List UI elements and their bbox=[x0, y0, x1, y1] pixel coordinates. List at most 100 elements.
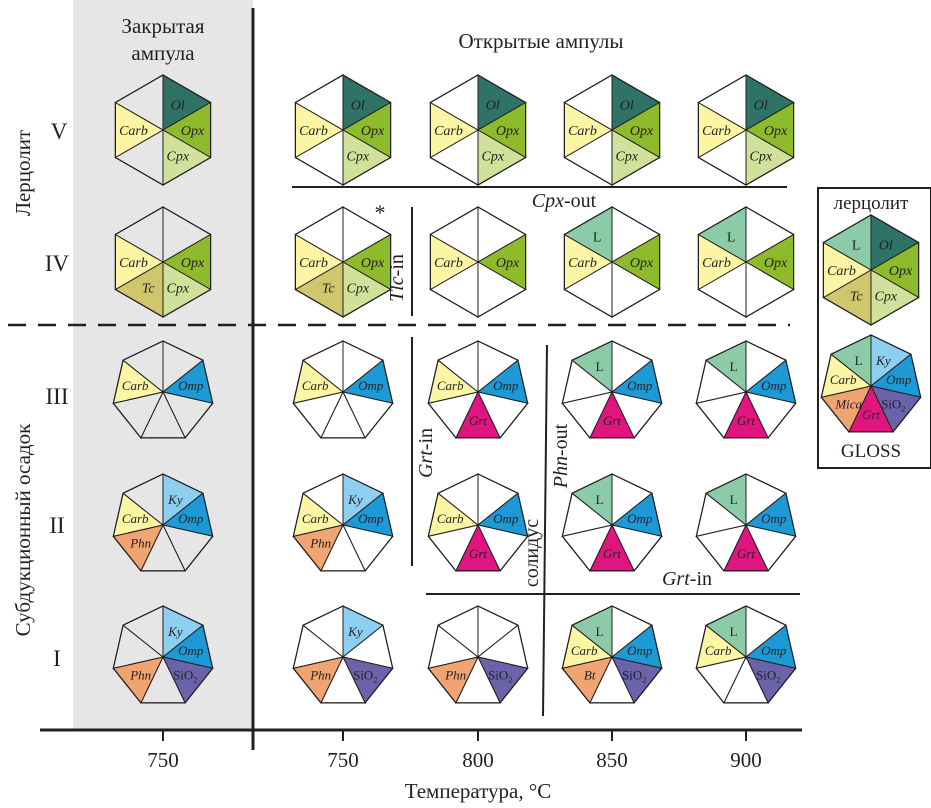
glyph-outline bbox=[563, 74, 661, 186]
cpx-out-label: Cpx-out bbox=[532, 190, 597, 212]
phase-label-carb: Carb bbox=[830, 372, 857, 387]
glyph-II-850: Omp Grt L bbox=[561, 473, 663, 572]
phn-out-solidus-line bbox=[542, 344, 548, 717]
phase-label-carb: Carb bbox=[299, 256, 328, 271]
phase-label-omp: Omp bbox=[493, 378, 519, 393]
phase-label-phn: Phn bbox=[309, 667, 331, 682]
phase-label-grt: Grt bbox=[737, 546, 755, 561]
phase-label-ky: Ky bbox=[167, 624, 183, 639]
phase-label-ky: Ky bbox=[347, 492, 363, 507]
glyph-outline bbox=[427, 473, 529, 572]
glyph-outline bbox=[292, 473, 394, 572]
phase-label-tc: Tc bbox=[850, 290, 864, 305]
phase-label-omp: Omp bbox=[178, 378, 204, 393]
glyph-outline bbox=[292, 340, 394, 439]
x-tick-label: 750 bbox=[327, 748, 359, 772]
phase-label-ol: Ol bbox=[486, 98, 500, 113]
glyph-outline bbox=[114, 74, 212, 186]
phase-label-cpx: Cpx bbox=[167, 150, 190, 165]
glyph-II-750: Ky Omp Phn Carb bbox=[292, 473, 394, 572]
phase-label-omp: Omp bbox=[627, 378, 653, 393]
glyph-outline bbox=[822, 214, 920, 326]
tlc-in-label: Tlc-in bbox=[386, 254, 408, 302]
phase-label-carb: Carb bbox=[568, 256, 597, 271]
phase-label-phn: Phn bbox=[444, 667, 466, 682]
phase-label-carb: Carb bbox=[437, 378, 464, 393]
phase-label-cpx: Cpx bbox=[616, 150, 639, 165]
x-tick-label: 750 bbox=[147, 748, 179, 772]
phase-label-ol: Ol bbox=[754, 98, 768, 113]
phase-label-l: L bbox=[593, 230, 602, 245]
phase-label-bt: Bt bbox=[584, 667, 596, 682]
glyph-outline bbox=[427, 340, 529, 439]
phase-label-carb: Carb bbox=[434, 124, 463, 139]
glyph-outline bbox=[820, 334, 922, 433]
glyph-outline bbox=[561, 473, 663, 572]
glyph-outline bbox=[697, 206, 795, 318]
phase-label-grt: Grt bbox=[469, 546, 487, 561]
phase-label-ky: Ky bbox=[167, 492, 183, 507]
row-label-I: I bbox=[53, 646, 61, 671]
glyph-IV-850: Opx Carb L bbox=[563, 206, 661, 318]
glyph-II-900: Omp Grt L bbox=[695, 473, 797, 572]
phase-label-opx: Opx bbox=[630, 124, 654, 139]
phase-label-mica: Mica bbox=[834, 396, 862, 411]
group-label-sediment: Субдукционный осадок bbox=[11, 423, 35, 636]
phase-label-ol: Ol bbox=[879, 238, 893, 253]
phase-label-l: L bbox=[727, 230, 736, 245]
phase-label-ky: Ky bbox=[875, 353, 891, 368]
glyph-outline bbox=[561, 340, 663, 439]
phase-label-l: L bbox=[730, 624, 738, 639]
glyph-II-750-closed: Ky Omp Phn Carb bbox=[112, 473, 214, 572]
phase-label-opx: Opx bbox=[496, 256, 520, 271]
phn-out-label: Phn-out bbox=[550, 423, 572, 489]
phase-label-carb: Carb bbox=[702, 256, 731, 271]
phase-label-carb: Carb bbox=[119, 256, 148, 271]
closed-ampoule-title-2: ампула bbox=[131, 41, 195, 65]
phase-label-grt: Grt bbox=[469, 413, 487, 428]
glyph-III-900: Omp Grt L bbox=[695, 340, 797, 439]
glyph-outline bbox=[561, 605, 663, 704]
phase-label-carb: Carb bbox=[302, 378, 329, 393]
phase-label-cpx: Cpx bbox=[875, 290, 898, 305]
glyph-outline bbox=[112, 340, 214, 439]
legend-gloss-title: GLOSS bbox=[841, 441, 901, 462]
phase-label-omp: Omp bbox=[627, 511, 653, 526]
group-label-lherzolite: Лерцолит bbox=[11, 130, 35, 216]
glyph-outline bbox=[427, 605, 529, 704]
grt-in-horizontal-label: Grt-in bbox=[662, 568, 712, 590]
phase-label-omp: Omp bbox=[178, 511, 204, 526]
x-tick-label: 850 bbox=[596, 748, 628, 772]
phase-label-l: L bbox=[596, 359, 604, 374]
phase-label-phn: Phn bbox=[129, 535, 151, 550]
phase-label-omp: Omp bbox=[761, 511, 787, 526]
phase-label-carb: Carb bbox=[702, 124, 731, 139]
phase-label-cpx: Cpx bbox=[750, 150, 773, 165]
phase-label-carb: Carb bbox=[705, 643, 732, 658]
phase-label-omp: Omp bbox=[761, 378, 787, 393]
closed-ampoule-title-1: Закрытая bbox=[121, 14, 204, 38]
glyph-I-850: Omp SiO2 Bt Carb L bbox=[561, 605, 663, 704]
phase-label-ol: Ol bbox=[351, 98, 365, 113]
glyph-I-750-closed: Ky Omp SiO2 Phn bbox=[112, 605, 214, 704]
glyph-outline bbox=[429, 74, 527, 186]
x-tick-label: 900 bbox=[730, 748, 762, 772]
phase-label-carb: Carb bbox=[302, 511, 329, 526]
phase-label-carb: Carb bbox=[119, 124, 148, 139]
phase-label-ol: Ol bbox=[171, 98, 185, 113]
phase-label-sio2: SiO2 bbox=[622, 667, 646, 684]
phase-label-opx: Opx bbox=[889, 264, 913, 279]
phase-label-tc: Tc bbox=[142, 282, 156, 297]
phase-label-opx: Opx bbox=[361, 256, 385, 271]
x-tick-label: 800 bbox=[462, 748, 494, 772]
phase-label-carb: Carb bbox=[122, 378, 149, 393]
phase-label-omp: Omp bbox=[358, 378, 384, 393]
phase-label-carb: Carb bbox=[434, 256, 463, 271]
phase-label-omp: Omp bbox=[493, 511, 519, 526]
phase-label-grt: Grt bbox=[603, 546, 621, 561]
glyph-outline bbox=[697, 74, 795, 186]
phase-label-sio2: SiO2 bbox=[881, 396, 905, 413]
glyph-outline bbox=[112, 605, 214, 704]
phase-label-cpx: Cpx bbox=[167, 282, 190, 297]
